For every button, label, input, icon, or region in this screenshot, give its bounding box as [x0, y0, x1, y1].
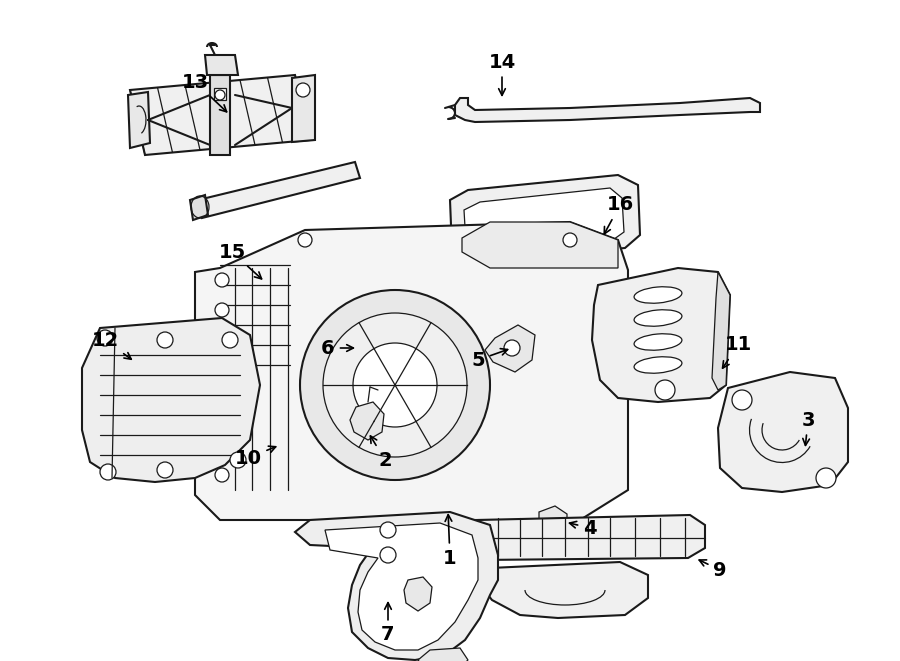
Polygon shape — [210, 75, 230, 155]
Polygon shape — [198, 162, 360, 218]
Text: 13: 13 — [182, 73, 227, 112]
Circle shape — [157, 462, 173, 478]
Polygon shape — [464, 188, 624, 255]
Circle shape — [97, 330, 113, 346]
Circle shape — [100, 464, 116, 480]
Circle shape — [655, 380, 675, 400]
Circle shape — [380, 522, 396, 538]
Polygon shape — [195, 222, 628, 520]
Circle shape — [353, 343, 437, 427]
Circle shape — [215, 303, 229, 317]
Ellipse shape — [634, 357, 682, 373]
Polygon shape — [418, 648, 468, 661]
Text: 3: 3 — [801, 410, 814, 446]
Polygon shape — [325, 523, 478, 650]
Circle shape — [124, 336, 142, 354]
Text: 11: 11 — [723, 336, 752, 368]
Polygon shape — [462, 222, 618, 268]
Polygon shape — [450, 175, 640, 262]
Polygon shape — [205, 55, 238, 75]
Polygon shape — [98, 328, 162, 415]
Polygon shape — [214, 88, 226, 100]
Circle shape — [504, 340, 520, 356]
Text: 14: 14 — [489, 52, 516, 95]
Text: 1: 1 — [443, 515, 457, 568]
Polygon shape — [352, 320, 380, 360]
Text: 16: 16 — [604, 196, 634, 234]
Circle shape — [215, 90, 225, 100]
Polygon shape — [592, 268, 730, 402]
Text: 10: 10 — [235, 446, 275, 467]
Text: 12: 12 — [92, 330, 131, 360]
Text: 5: 5 — [472, 348, 508, 369]
Text: 7: 7 — [382, 603, 395, 644]
Polygon shape — [295, 512, 498, 660]
Circle shape — [563, 233, 577, 247]
Circle shape — [230, 452, 246, 468]
Circle shape — [215, 273, 229, 287]
Polygon shape — [539, 506, 567, 534]
Circle shape — [215, 468, 229, 482]
Polygon shape — [712, 272, 730, 390]
Text: 9: 9 — [699, 560, 727, 580]
Circle shape — [816, 468, 836, 488]
Circle shape — [323, 313, 467, 457]
Ellipse shape — [634, 334, 682, 350]
Polygon shape — [455, 98, 760, 122]
Polygon shape — [718, 372, 848, 492]
Polygon shape — [480, 562, 648, 618]
Polygon shape — [292, 75, 315, 142]
Circle shape — [157, 332, 173, 348]
Ellipse shape — [634, 287, 682, 303]
Polygon shape — [404, 577, 432, 611]
Polygon shape — [462, 515, 705, 560]
Circle shape — [222, 332, 238, 348]
Text: 15: 15 — [219, 243, 262, 279]
Text: 8: 8 — [0, 660, 1, 661]
Circle shape — [732, 390, 752, 410]
Polygon shape — [82, 318, 260, 482]
Polygon shape — [485, 325, 535, 372]
Circle shape — [298, 233, 312, 247]
Circle shape — [380, 547, 396, 563]
Text: 4: 4 — [570, 518, 597, 537]
Polygon shape — [190, 195, 208, 220]
Text: 2: 2 — [371, 436, 392, 469]
Circle shape — [300, 290, 490, 480]
Polygon shape — [350, 402, 384, 440]
Polygon shape — [130, 75, 310, 155]
Circle shape — [296, 83, 310, 97]
Text: 6: 6 — [321, 338, 354, 358]
Polygon shape — [128, 92, 150, 148]
Ellipse shape — [634, 310, 682, 327]
